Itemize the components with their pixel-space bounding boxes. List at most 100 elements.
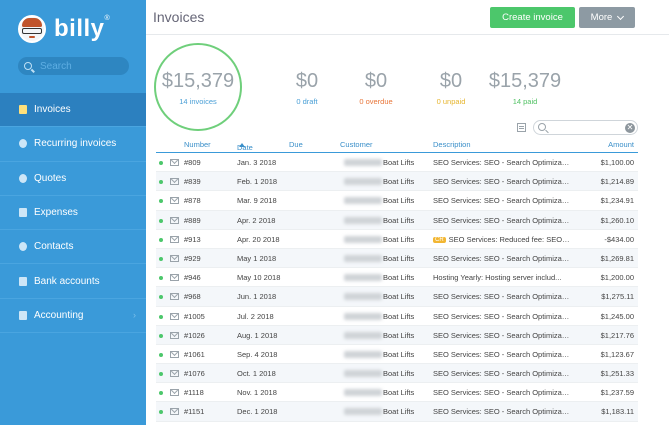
customer-name-redacted: [344, 350, 382, 358]
column-due[interactable]: Due: [289, 140, 303, 149]
mail-icon[interactable]: [170, 331, 179, 339]
summary-draft[interactable]: $0 0 draft: [282, 70, 332, 106]
description-text: SEO Services: SEO - Search Optimizat...: [433, 407, 570, 417]
invoice-amount: $1,275.11: [601, 292, 634, 302]
invoice-number: #1026: [184, 330, 205, 340]
invoice-description: CR SEO Services: Reduced fee: SEO -...: [433, 235, 570, 244]
columns-icon[interactable]: [517, 123, 526, 132]
brand-name: billy®: [54, 15, 111, 42]
customer-name-redacted: [344, 159, 382, 166]
sidebar-item-expenses[interactable]: Expenses: [0, 196, 146, 231]
column-amount[interactable]: Amount: [608, 140, 634, 149]
column-description[interactable]: Description: [433, 140, 471, 149]
customer-name-redacted: [344, 293, 382, 301]
summary-paid[interactable]: $15,379 14 paid: [486, 70, 564, 106]
table-row[interactable]: #968 Jun. 1 2018 Boat Lifts SEO Services: S…: [156, 287, 638, 307]
invoice-date: Mar. 9 2018: [237, 196, 277, 206]
description-text: SEO Services: SEO - Search Optimizat...: [433, 311, 570, 321]
invoice-description: SEO Services: SEO - Search Optimizat...: [433, 216, 570, 225]
customer-name-redacted: [344, 408, 382, 416]
sidebar-search-input[interactable]: [40, 60, 125, 72]
customer-name: Boat Lifts: [383, 311, 415, 321]
table-row[interactable]: #1005 Jul. 2 2018 Boat Lifts SEO Services: …: [156, 307, 638, 326]
customer-name: Boat Lifts: [383, 234, 415, 244]
sidebar-item-accounting[interactable]: Accounting ›: [0, 299, 146, 334]
sidebar-item-invoices[interactable]: Invoices: [0, 93, 146, 128]
invoice-amount: $1,217.76: [600, 330, 634, 340]
table-row[interactable]: #889 Apr. 2 2018 Boat Lifts SEO Services: S…: [156, 210, 638, 230]
create-invoice-button[interactable]: Create invoice: [490, 7, 575, 28]
sidebar-item-bank-accounts[interactable]: Bank accounts: [0, 264, 146, 299]
billy-face-icon: [18, 15, 46, 43]
chevron-right-icon: ›: [133, 310, 136, 321]
mail-icon[interactable]: [170, 254, 179, 262]
billy-logo[interactable]: billy®: [18, 12, 110, 46]
mail-icon[interactable]: [170, 408, 179, 416]
mail-icon[interactable]: [170, 197, 179, 205]
table-row[interactable]: #1118 Nov. 1 2018 Boat Lifts SEO Services: …: [156, 383, 638, 403]
mail-icon[interactable]: [170, 312, 179, 320]
invoice-number: #809: [184, 158, 201, 167]
customer-name-redacted: [344, 389, 382, 397]
invoice-number: #913: [184, 234, 201, 244]
invoice-number: #839: [184, 177, 201, 187]
summary-unpaid-label: 0 unpaid: [436, 97, 466, 106]
sidebar-item-label: Accounting: [34, 309, 84, 321]
customer-name-redacted: [344, 370, 382, 378]
table-row[interactable]: #878 Mar. 9 2018 Boat Lifts SEO Services: S…: [156, 191, 638, 211]
mail-icon[interactable]: [170, 350, 179, 358]
search-icon: [24, 62, 32, 70]
customer-name-redacted: [344, 254, 382, 262]
description-text: SEO Services: SEO - Search Optimizat...: [433, 330, 570, 340]
table-row[interactable]: #929 May 1 2018 Boat Lifts SEO Services: SE…: [156, 248, 638, 269]
invoice-date: Oct. 1 2018: [237, 369, 276, 379]
table-row[interactable]: #1151 Dec. 1 2018 Boat Lifts SEO Services: …: [156, 402, 638, 422]
table-row[interactable]: #1076 Oct. 1 2018 Boat Lifts SEO Services: …: [156, 364, 638, 384]
invoice-description: SEO Services: SEO - Search Optimizat...: [433, 388, 570, 397]
more-button[interactable]: More: [579, 7, 635, 28]
sidebar-item-contacts[interactable]: Contacts: [0, 230, 146, 265]
summary-total[interactable]: $15,379 14 invoices: [156, 70, 240, 106]
mail-icon[interactable]: [170, 370, 179, 378]
total-ring: [154, 43, 242, 131]
table-row[interactable]: #839 Feb. 1 2018 Boat Lifts SEO Services: S…: [156, 172, 638, 192]
table-row[interactable]: #1026 Aug. 1 2018 Boat Lifts SEO Services: …: [156, 325, 638, 345]
mail-icon[interactable]: [170, 274, 179, 282]
sort-ascending-icon: [239, 143, 245, 147]
mail-icon[interactable]: [170, 178, 179, 186]
invoice-date: May 10 2018: [237, 273, 281, 283]
mail-icon[interactable]: [170, 159, 179, 166]
table-row[interactable]: #913 Apr. 20 2018 Boat Lifts CR SEO Services…: [156, 230, 638, 249]
table-row[interactable]: #809 Jan. 3 2018 Boat Lifts SEO Services: S…: [156, 153, 638, 173]
description-text: SEO Services: SEO - Search Optimizat...: [433, 349, 570, 359]
invoice-date: Aug. 1 2018: [237, 330, 278, 340]
summary-overdue[interactable]: $0 0 overdue: [348, 70, 404, 106]
table-row[interactable]: #946 May 10 2018 Boat Lifts Hosting Yearly:…: [156, 268, 638, 288]
customer-name-redacted: [344, 197, 382, 205]
customer-name-redacted: [344, 312, 382, 320]
description-text: SEO Services: SEO - Search Optimizat...: [433, 215, 570, 225]
customer-name-redacted: [344, 274, 382, 282]
customer-name: Boat Lifts: [383, 407, 415, 417]
mail-icon[interactable]: [170, 235, 179, 243]
column-number[interactable]: Number: [184, 140, 211, 149]
invoice-rows: #809 Jan. 3 2018 Boat Lifts SEO Services: S…: [156, 153, 638, 422]
invoice-amount: $1,269.81: [600, 253, 634, 263]
summary-unpaid[interactable]: $0 0 unpaid: [426, 70, 476, 106]
sidebar-item-recurring-invoices[interactable]: Recurring invoices: [0, 127, 146, 162]
mail-icon[interactable]: [170, 389, 179, 397]
table-row[interactable]: #1061 Sep. 4 2018 Boat Lifts SEO Services: …: [156, 345, 638, 365]
customer-name: Boat Lifts: [383, 158, 415, 167]
invoice-date: Jun. 1 2018: [237, 292, 277, 302]
mail-icon[interactable]: [170, 293, 179, 301]
sidebar-item-quotes[interactable]: Quotes: [0, 162, 146, 196]
sidebar-search[interactable]: [18, 57, 129, 75]
mail-icon[interactable]: [170, 216, 179, 224]
invoice-description: SEO Services: SEO - Search Optimizat...: [433, 331, 570, 340]
paid-status-dot: [159, 218, 163, 223]
clear-icon[interactable]: ✕: [625, 123, 635, 133]
table-search[interactable]: ✕: [533, 120, 638, 135]
column-customer[interactable]: Customer: [340, 140, 373, 149]
invoice-description: Hosting Yearly: Hosting server includ...: [433, 273, 570, 282]
sidebar-item-label: Invoices: [34, 104, 71, 116]
